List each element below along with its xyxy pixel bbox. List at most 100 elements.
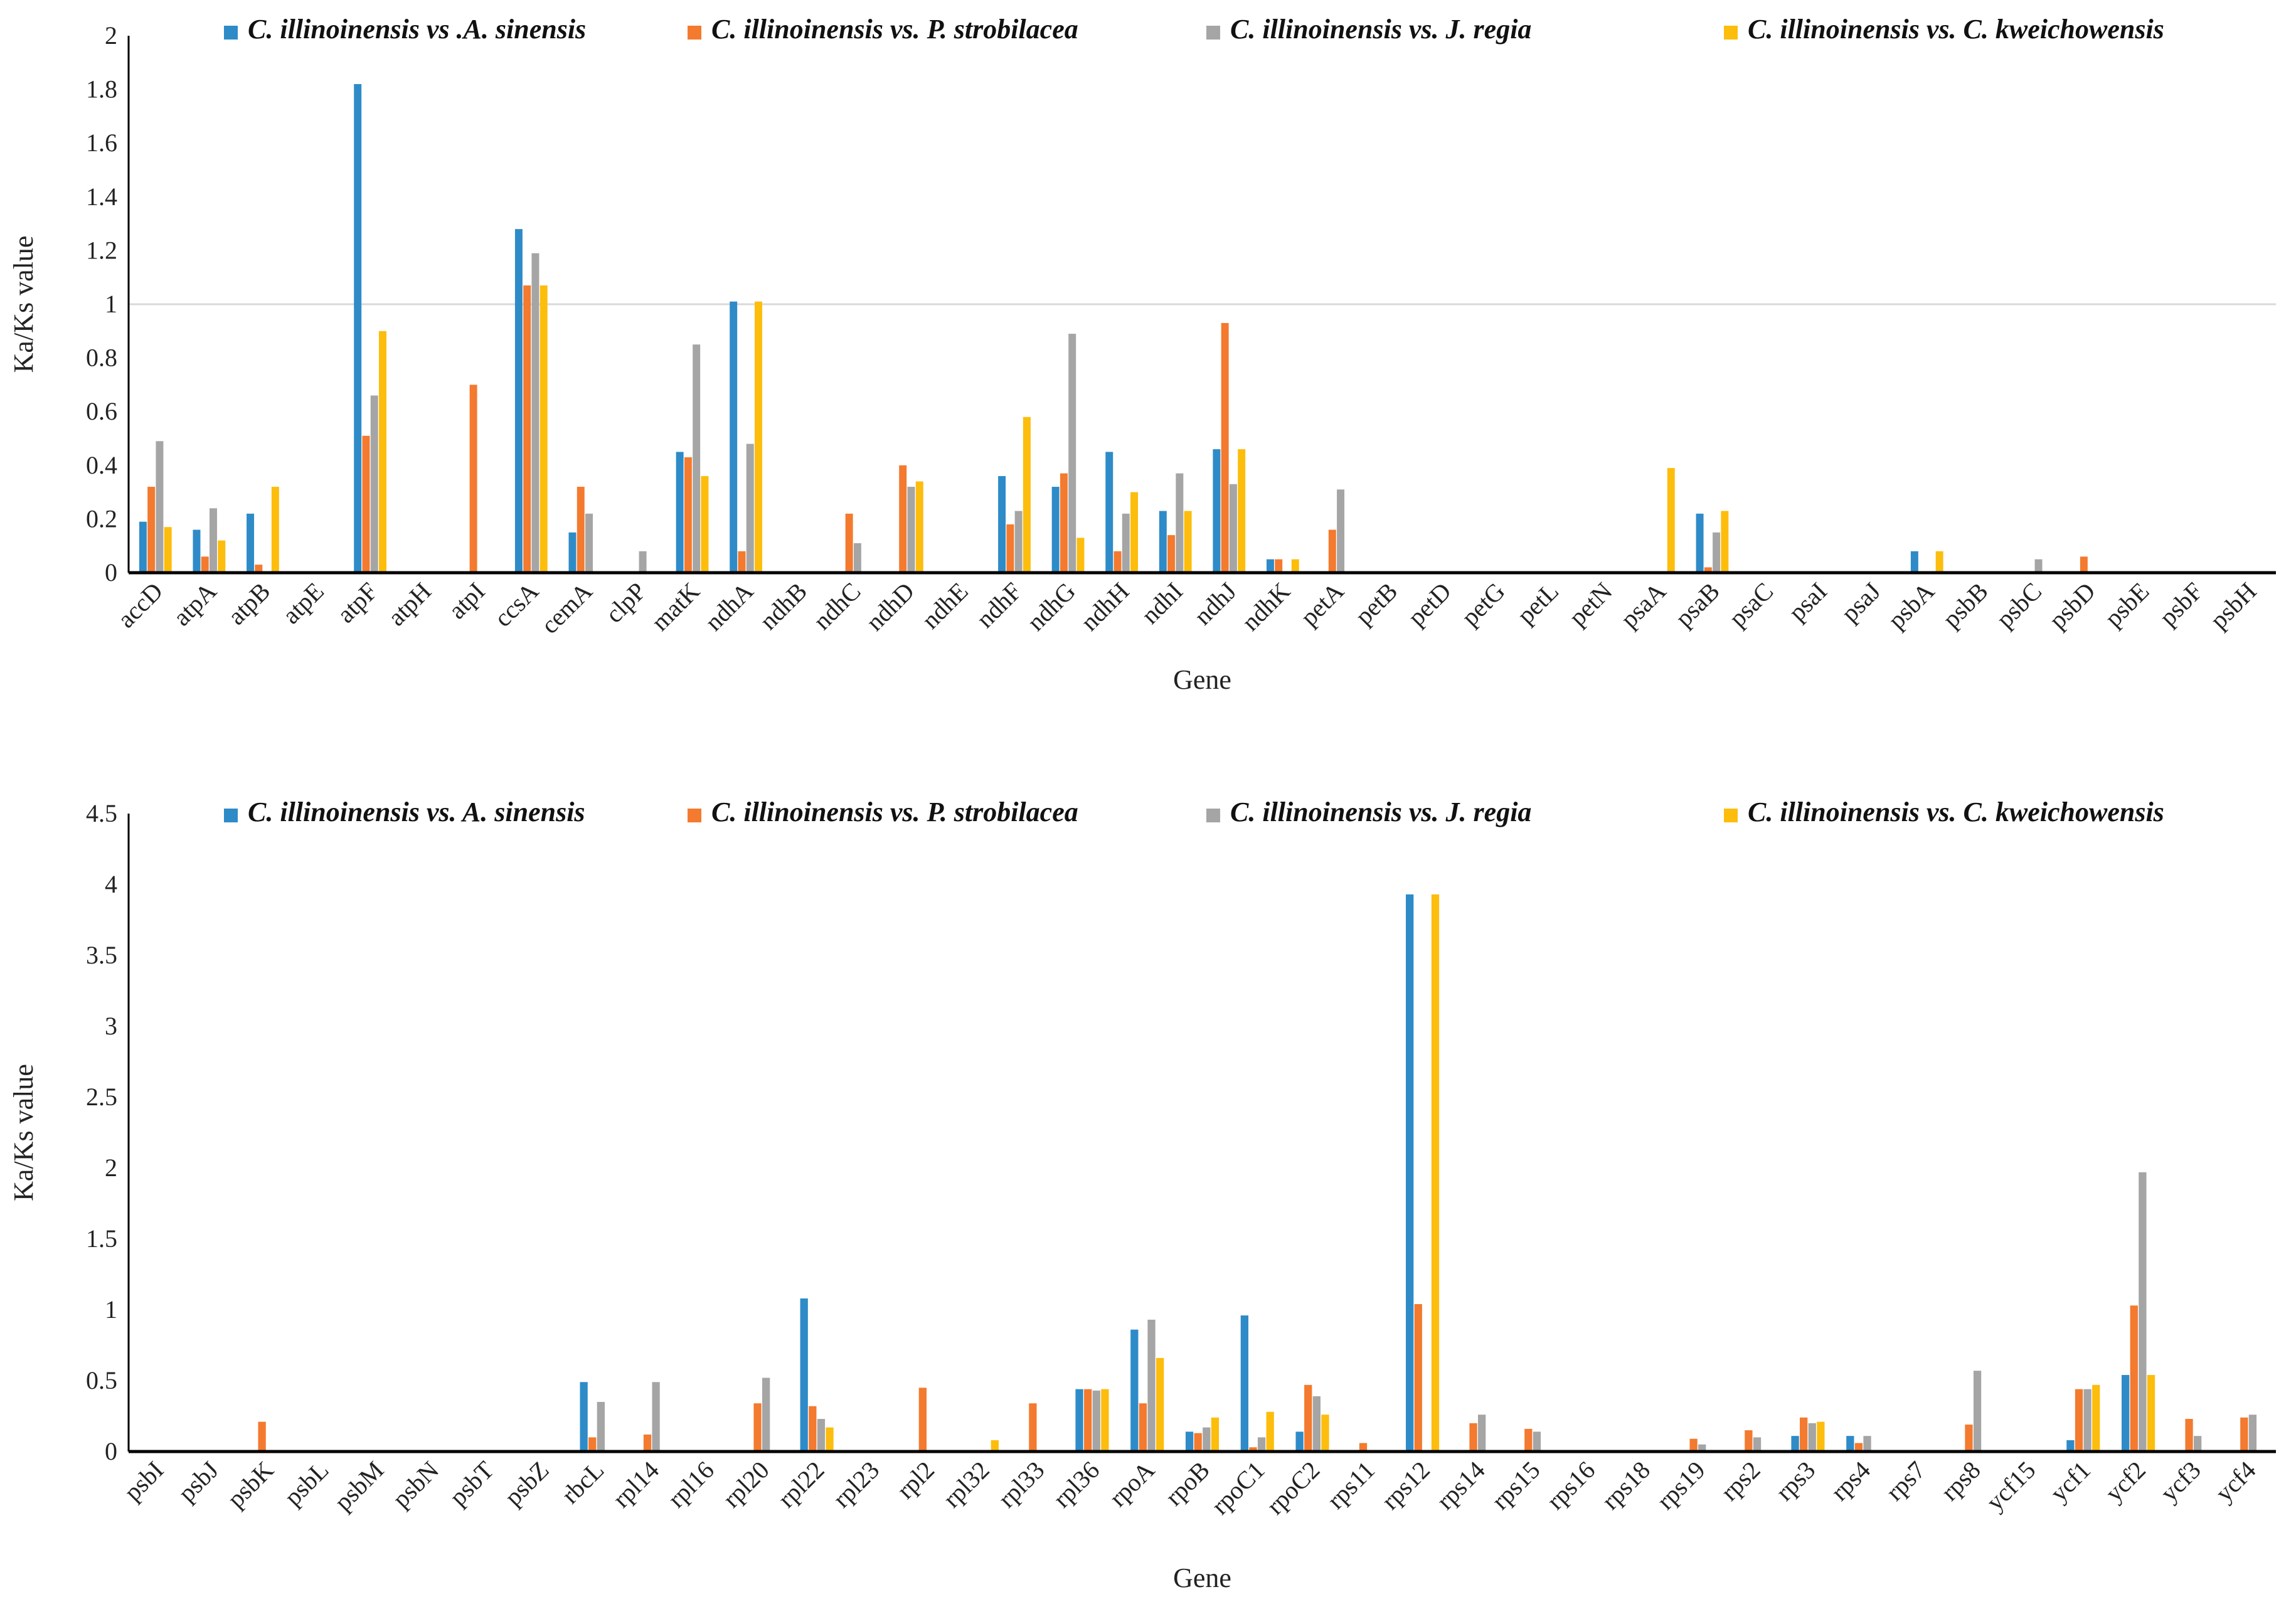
bar-matK-series-2 (684, 457, 692, 573)
bar-ndhG-series-1 (1051, 487, 1060, 573)
bar-ndhH-series-4 (1130, 492, 1139, 573)
x-axis-title: Gene (1173, 664, 1231, 695)
bar-rpoB-series-1 (1185, 1431, 1194, 1452)
bar-ccsA-series-1 (514, 229, 523, 573)
bar-rpoC1-series-2 (1249, 1447, 1257, 1452)
bar-atpA-series-3 (210, 508, 217, 573)
x-tick-label: ycf1 (2044, 1456, 2096, 1507)
x-tick-label: psbE (2099, 577, 2154, 632)
x-tick-label: rpl20 (717, 1456, 775, 1514)
bar-rpl36-series-1 (1075, 1389, 1083, 1452)
bar-atpA-series-4 (218, 540, 226, 573)
y-tick-label: 3 (105, 1012, 117, 1040)
bar-rpl22-series-4 (826, 1427, 834, 1452)
x-tick-label: matK (646, 576, 705, 636)
bar-rpoC1-series-4 (1266, 1411, 1274, 1452)
x-tick-label: petL (1511, 577, 1564, 630)
y-axis-title: Ka/Ks value (8, 236, 39, 373)
bar-ndhG-series-4 (1076, 538, 1085, 573)
bar-rps3-series-2 (1800, 1417, 1808, 1452)
x-tick-label: rps15 (1486, 1456, 1546, 1516)
bar-petA-series-2 (1328, 529, 1336, 573)
x-tick-label: atpA (167, 576, 222, 631)
bar-rpoA-series-3 (1147, 1319, 1156, 1452)
x-tick-label: rps8 (1935, 1456, 1986, 1507)
bar-rps11-series-2 (1359, 1443, 1368, 1452)
bar-psaB-series-4 (1721, 511, 1729, 573)
x-tick-label: psbA (1883, 576, 1940, 634)
bar-rpoC2-series-4 (1321, 1415, 1329, 1452)
x-tick-label: rps2 (1715, 1456, 1766, 1507)
bar-ndhJ-series-3 (1229, 484, 1237, 573)
bar-ycf2-series-3 (2139, 1172, 2147, 1452)
bar-rpl36-series-2 (1084, 1389, 1092, 1452)
x-tick-label: psaJ (1836, 577, 1886, 628)
x-tick-label: cemA (535, 576, 597, 639)
legend-swatch (224, 809, 238, 822)
bar-rpl14-series-2 (643, 1434, 652, 1452)
x-tick-label: atpH (382, 577, 437, 632)
x-tick-label: ndhD (861, 577, 920, 637)
x-tick-label: psbB (1937, 577, 1994, 634)
x-tick-label: psbF (2154, 577, 2208, 632)
bar-rpoB-series-3 (1203, 1427, 1211, 1452)
bar-rps2-series-3 (1753, 1437, 1762, 1452)
y-tick-label: 3.5 (86, 941, 117, 969)
bar-clpP-series-3 (639, 551, 647, 573)
x-tick-label: atpI (443, 577, 491, 625)
bar-rpoC1-series-3 (1257, 1437, 1266, 1452)
legend-label: C. illinoinensis vs. P. strobilacea (711, 14, 1078, 45)
legend-label: C. illinoinensis vs. J. regia (1230, 797, 1531, 827)
bar-rpl22-series-3 (817, 1419, 826, 1452)
bar-rps12-series-1 (1406, 894, 1414, 1452)
x-tick-label: ndhB (754, 577, 812, 635)
legend: C. illinoinensis vs .A. sinensis C. illin… (224, 14, 2164, 45)
y-tick-label: 1.6 (86, 129, 117, 157)
x-tick-label: psbK (221, 1455, 279, 1513)
bar-ycf1-series-3 (2083, 1389, 2091, 1452)
y-tick-label: 1.5 (86, 1224, 117, 1253)
x-tick-label: ycf2 (2100, 1456, 2151, 1507)
bar-accD-series-3 (156, 441, 164, 573)
x-tick-label: ndhJ (1188, 577, 1241, 630)
bar-ndhD-series-4 (915, 481, 923, 573)
y-tick-label: 1.8 (86, 75, 117, 104)
x-tick-label: psbC (1990, 577, 2047, 634)
bar-atpF-series-4 (378, 331, 386, 573)
x-tick-label: psbN (387, 1456, 445, 1514)
bar-ccsA-series-3 (531, 253, 539, 573)
bar-psaB-series-3 (1713, 532, 1721, 573)
bar-rpl36-series-4 (1101, 1389, 1109, 1452)
bar-rpl20-series-2 (753, 1403, 762, 1452)
bar-ycf2-series-4 (2147, 1374, 2155, 1452)
bar-matK-series-1 (676, 452, 684, 573)
bar-rps3-series-3 (1808, 1423, 1816, 1452)
legend-swatch (1206, 26, 1220, 40)
y-tick-label: 0.2 (86, 504, 117, 533)
bar-rps15-series-2 (1524, 1428, 1533, 1452)
legend-label: C. illinoinensis vs .A. sinensis (248, 14, 586, 45)
bar-rps4-series-1 (1846, 1436, 1854, 1452)
bar-ycf3-series-3 (2194, 1436, 2202, 1452)
bar-cemA-series-3 (585, 513, 593, 573)
bar-ndhK-series-4 (1291, 559, 1299, 573)
bar-atpB-series-1 (247, 513, 255, 573)
bar-rps14-series-3 (1478, 1415, 1486, 1452)
bar-rps2-series-2 (1745, 1430, 1753, 1452)
x-tick-label: rpoA (1103, 1455, 1160, 1512)
x-tick-label: rbcL (556, 1456, 609, 1509)
bar-psbA-series-4 (1935, 551, 1943, 573)
bar-rpl2-series-2 (918, 1388, 927, 1452)
legend: C. illinoinensis vs. A. sinensis C. illin… (224, 797, 2164, 827)
x-tick-label: rpoC2 (1261, 1456, 1326, 1521)
bar-accD-series-2 (147, 487, 156, 573)
bar-rbcL-series-2 (588, 1437, 597, 1452)
x-tick-label: rpl22 (772, 1456, 830, 1514)
bar-ndhA-series-4 (755, 301, 762, 573)
x-tick-label: rpl16 (662, 1456, 720, 1514)
bar-cemA-series-1 (568, 532, 577, 573)
x-tick-label: ndhH (1075, 577, 1135, 637)
legend-swatch (1724, 809, 1738, 822)
bar-atpB-series-2 (255, 565, 263, 573)
x-tick-label: psbD (2043, 577, 2101, 635)
